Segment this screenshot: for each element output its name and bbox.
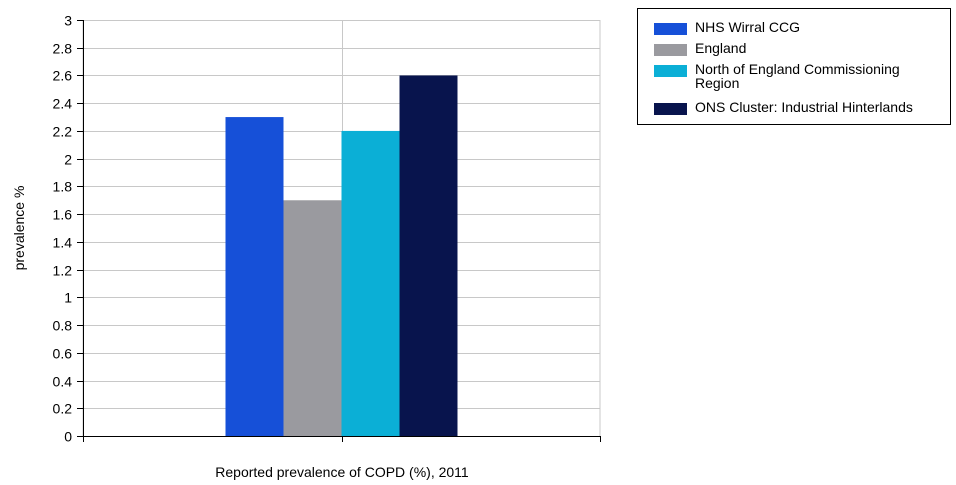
legend: NHS Wirral CCG England North of England … [637,8,951,125]
legend-item-nhs-wirral: NHS Wirral CCG [654,20,945,35]
bar [225,117,284,437]
y-axis-title: prevalence % [11,186,27,271]
y-tick-label: 1.8 [53,179,73,195]
legend-swatch [654,44,687,56]
legend-swatch [654,103,687,115]
y-tick-label: 1.4 [53,235,73,251]
legend-item-north-england: North of England Commissioning Region [654,62,945,90]
y-tick-label: 1 [64,290,72,306]
legend-swatch [654,23,687,35]
axes [77,20,601,442]
legend-swatch [654,65,687,77]
y-tick-label: 0.6 [53,346,73,362]
bar [341,130,400,436]
y-tick-label: 2.8 [53,41,73,57]
bar [283,200,342,436]
legend-item-england: England [654,41,945,56]
y-tick-label: 2.4 [53,96,73,112]
y-tick-label: 0.2 [53,401,73,417]
legend-item-ons-cluster: ONS Cluster: Industrial Hinterlands [654,100,945,115]
bars [225,75,458,437]
y-tick-label: 0.8 [53,318,73,334]
y-tick-label: 1.2 [53,263,73,279]
x-axis-title: Reported prevalence of COPD (%), 2011 [215,464,469,480]
y-tick-label: 3 [64,13,72,29]
bar [399,75,458,436]
legend-label: England [695,40,747,56]
y-tick-label: 2.6 [53,68,73,84]
legend-label: ONS Cluster: Industrial Hinterlands [695,99,913,115]
y-tick-label: 0.4 [53,374,73,390]
y-tick-label: 0 [64,429,72,445]
y-tick-label: 2.2 [53,124,73,140]
legend-label: NHS Wirral CCG [695,19,800,35]
legend-label: North of England Commissioning Region [695,61,900,91]
y-tick-label: 2 [64,152,72,168]
y-tick-labels: 0 0.2 0.4 0.6 0.8 1 1.2 1.4 1.6 1.8 2 2.2 2.4 2.6 2.8 3 [53,13,73,445]
y-tick-label: 1.6 [53,207,73,223]
